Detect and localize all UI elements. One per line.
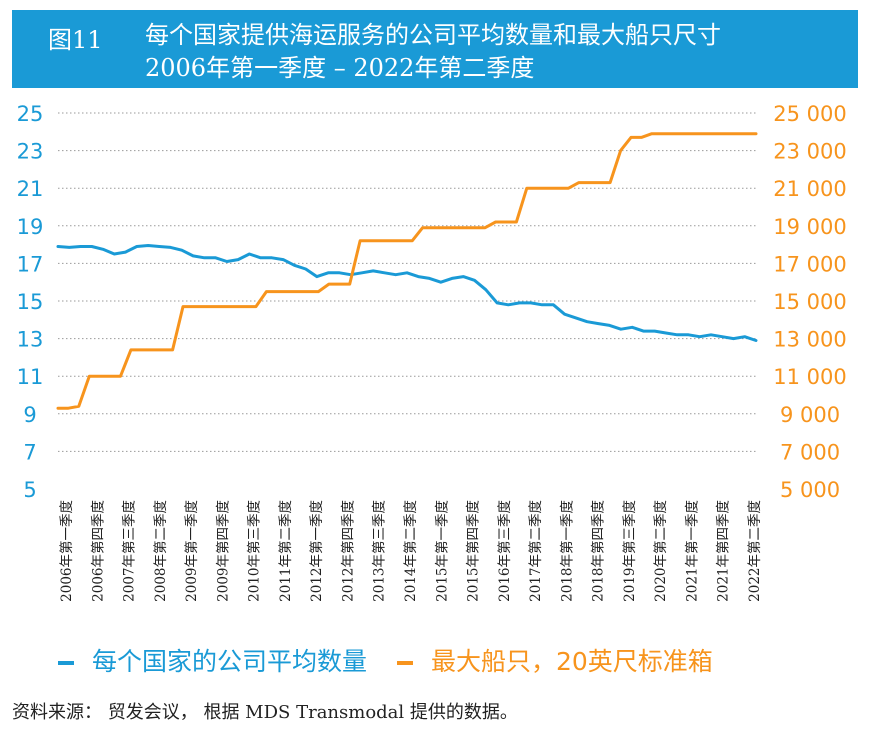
series-line-companies [56,244,758,342]
x-tick-label: 2017年第二季度 [527,500,544,602]
chart-title: 每个国家提供海运服务的公司平均数量和最大船只尺寸 [145,21,721,49]
left-tick-label: 17 [17,252,44,276]
x-tick-label: 2013年第三季度 [371,500,388,602]
left-tick-label: 7 [23,440,36,464]
left-tick-label: 13 [17,328,44,352]
left-tick-label: 5 [23,478,36,502]
gridlines [58,112,756,452]
left-tick-label: 25 [17,102,44,126]
figure-banner: 图11 每个国家提供海运服务的公司平均数量和最大船只尺寸 2006年第一季度 –… [12,10,858,88]
legend-item-companies: 每个国家的公司平均数量 [58,642,367,678]
left-tick-label: 15 [17,290,44,314]
legend-swatch-blue [58,661,74,665]
legend-swatch-orange [396,661,413,665]
x-tick-label: 2012年第四季度 [339,500,356,602]
right-tick-label: 23 000 [773,140,846,164]
figure-number: 图11 [48,26,103,54]
legend-label-ship-size: 最大船只，20英尺标准箱 [430,647,713,676]
left-tick-label: 21 [17,177,44,201]
series-lines [56,132,758,410]
x-tick-label: 2015年第四季度 [465,500,482,602]
x-tick-label: 2006年第四季度 [89,500,106,602]
right-tick-label: 17 000 [773,252,846,276]
right-tick-label: 9 000 [780,403,840,427]
right-tick-label: 5 000 [780,478,840,502]
series-line-ship-size [56,132,758,410]
x-tick-label: 2018年第四季度 [590,500,607,602]
right-tick-label: 11 000 [773,365,846,389]
right-tick-label: 15 000 [773,290,846,314]
x-tick-label: 2020年第二季度 [652,500,669,602]
x-tick-label: 2021年第四季度 [715,500,732,602]
right-axis-ticks: 25 000 23 000 21 000 19 000 17 000 15 000 13 0… [773,102,846,502]
right-tick-label: 13 000 [773,328,846,352]
x-tick-label: 2018年第一季度 [558,500,575,602]
x-tick-label: 2015年第一季度 [433,500,450,602]
legend-label-companies: 每个国家的公司平均数量 [92,647,368,676]
legend-item-ship-size: 最大船只，20英尺标准箱 [396,642,713,678]
x-axis-ticks: 2006年第一季度 2006年第四季度 2007年第三季度 2008年第二季度 2009… [58,500,763,602]
x-tick-label: 2019年第三季度 [621,500,638,602]
x-tick-label: 2016年第三季度 [496,500,513,602]
x-tick-label: 2008年第二季度 [152,500,169,602]
right-tick-label: 7 000 [780,440,840,464]
right-tick-label: 25 000 [773,102,846,126]
chart-subtitle: 2006年第一季度 – 2022年第二季度 [145,54,535,82]
left-tick-label: 23 [17,140,44,164]
x-tick-label: 2006年第一季度 [58,500,75,602]
x-tick-label: 2009年第四季度 [214,500,231,602]
right-tick-label: 19 000 [773,215,846,239]
legend: 每个国家的公司平均数量 最大船只，20英尺标准箱 [58,642,735,676]
source-note: 资料来源： 贸发会议， 根据 MDS Transmodal 提供的数据。 [12,702,518,723]
left-tick-label: 19 [17,215,44,239]
left-axis-ticks: 25 23 21 19 17 15 13 11 9 7 5 [17,102,44,502]
left-tick-label: 9 [23,403,36,427]
x-tick-label: 2011年第二季度 [277,500,294,602]
x-tick-label: 2022年第二季度 [746,500,763,602]
left-tick-label: 11 [17,365,44,389]
x-tick-label: 2010年第三季度 [246,500,263,602]
x-tick-label: 2021年第一季度 [683,500,700,602]
x-tick-label: 2009年第一季度 [183,500,200,602]
x-tick-label: 2012年第一季度 [308,500,325,602]
x-tick-label: 2014年第二季度 [402,500,419,602]
right-tick-label: 21 000 [773,177,846,201]
x-tick-label: 2007年第三季度 [121,500,138,602]
